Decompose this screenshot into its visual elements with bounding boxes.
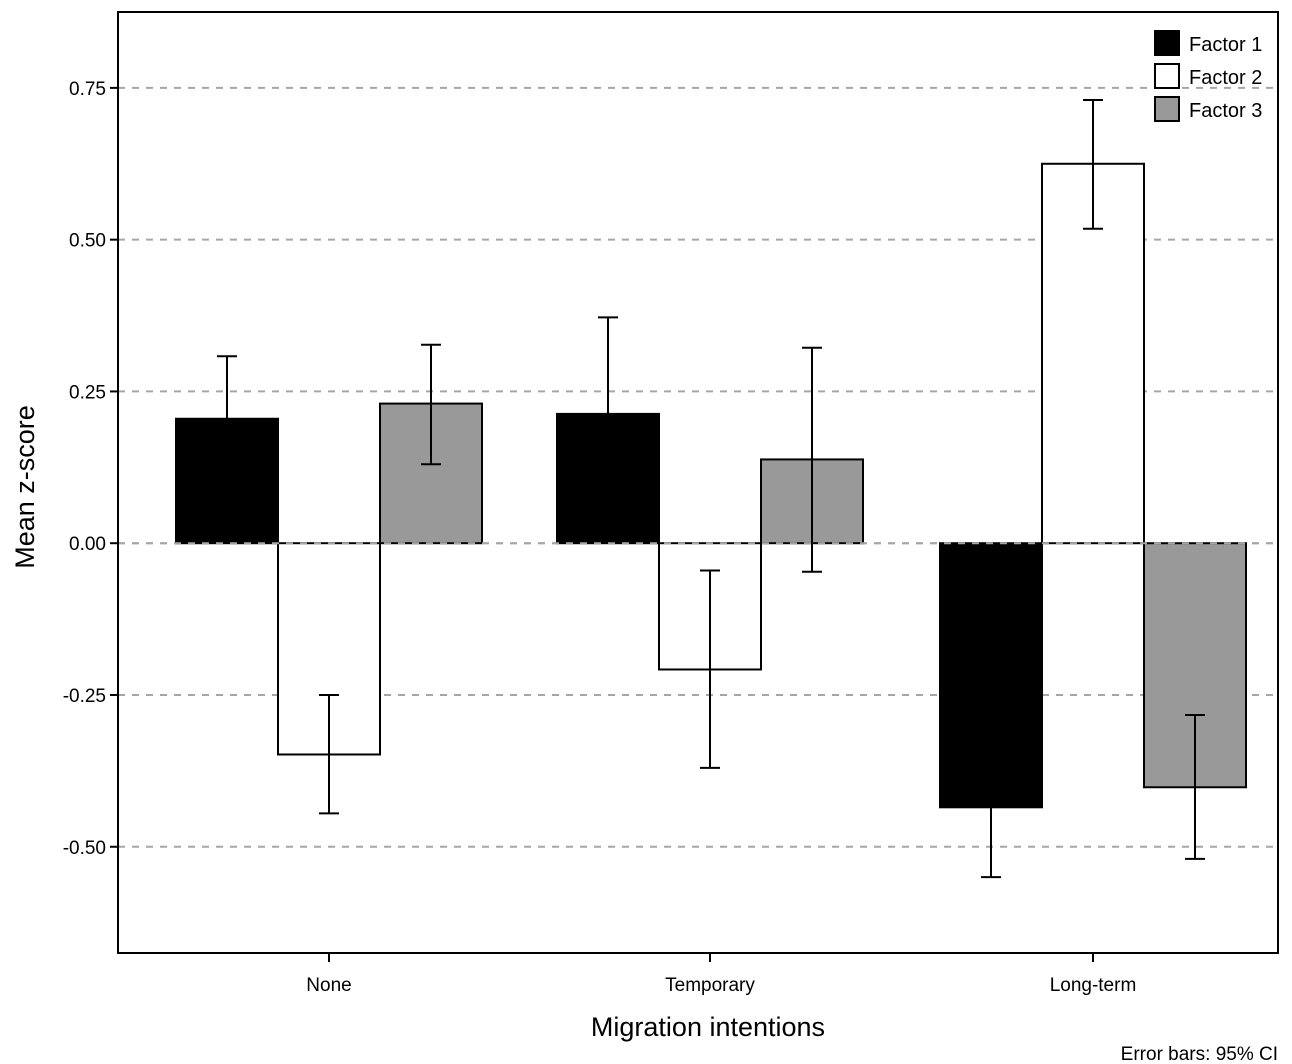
- axes: 0.75 0.50 0.25 0.00 -0.25 -0.50 None Temporary L…: [63, 11, 1279, 996]
- x-tick-label: Long-term: [1050, 975, 1137, 996]
- legend-swatch: [1154, 30, 1180, 56]
- y-tick-label: 0.75: [69, 79, 106, 100]
- x-axis-title: Migration intentions: [591, 1012, 825, 1042]
- y-tick-label: 0.25: [69, 382, 106, 403]
- error-bars: [118, 99, 1278, 879]
- y-tick-label: 0.50: [69, 231, 106, 252]
- error-bar-note: Error bars: 95% CI: [1121, 1044, 1278, 1064]
- legend-swatch: [1154, 96, 1180, 122]
- legend-label: Factor 2: [1189, 67, 1262, 89]
- legend-swatch: [1154, 63, 1180, 89]
- y-tick-label: 0.00: [69, 534, 106, 555]
- plot-frame: [117, 11, 1279, 954]
- x-tick-label: Temporary: [665, 975, 755, 996]
- y-tick-label: -0.50: [63, 838, 106, 859]
- legend: Factor 1 Factor 2 Factor 3: [1154, 30, 1262, 122]
- legend-label: Factor 1: [1189, 34, 1262, 56]
- y-tick-label: -0.25: [63, 686, 106, 707]
- legend-label: Factor 3: [1189, 100, 1262, 122]
- y-axis-title: Mean z-score: [10, 405, 40, 569]
- x-tick-label: None: [306, 975, 351, 996]
